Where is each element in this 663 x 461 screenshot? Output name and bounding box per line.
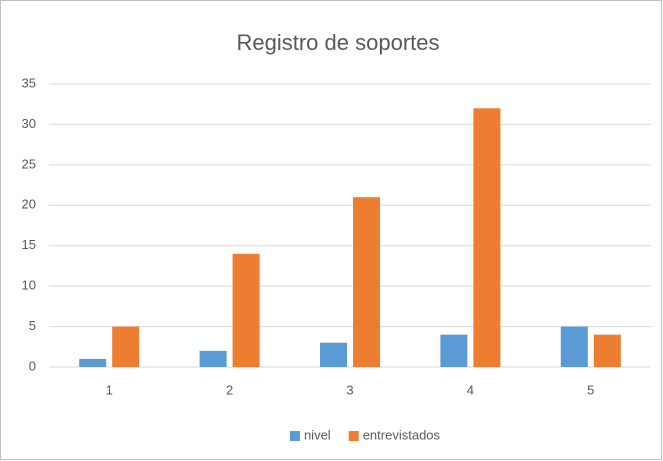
x-tick-label: 2 xyxy=(226,382,233,397)
bar xyxy=(320,342,347,367)
bar xyxy=(353,197,380,367)
x-tick-label: 1 xyxy=(106,382,113,397)
y-tick-label: 0 xyxy=(29,358,36,373)
bar xyxy=(79,358,107,367)
legend-label: entrevistados xyxy=(363,427,441,442)
bar xyxy=(440,334,468,367)
legend-label: nivel xyxy=(304,427,331,442)
chart-title: Registro de soportes xyxy=(237,30,440,55)
legend-swatch xyxy=(348,431,359,441)
bar xyxy=(473,108,501,367)
y-tick-label: 35 xyxy=(22,75,36,90)
bar xyxy=(112,326,140,367)
bar xyxy=(232,253,260,367)
legend-swatch xyxy=(289,431,300,441)
y-tick-label: 30 xyxy=(22,116,36,131)
y-tick-label: 10 xyxy=(22,278,36,293)
bar xyxy=(560,326,588,367)
y-tick-label: 20 xyxy=(22,197,36,212)
y-tick-label: 25 xyxy=(22,156,36,171)
y-tick-label: 5 xyxy=(29,318,36,333)
bar xyxy=(593,334,621,367)
x-tick-label: 4 xyxy=(467,382,474,397)
bar xyxy=(199,350,227,367)
x-tick-label: 3 xyxy=(346,382,353,397)
y-tick-label: 15 xyxy=(22,237,36,252)
x-tick-label: 5 xyxy=(587,382,594,397)
